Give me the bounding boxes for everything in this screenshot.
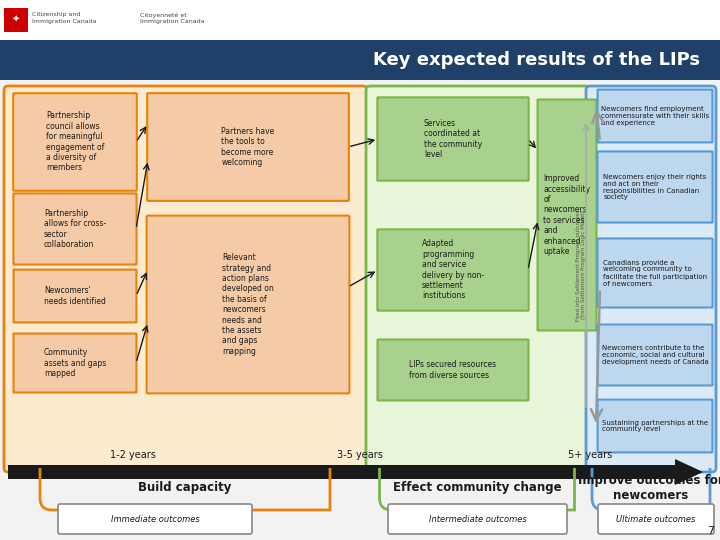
Text: 1-2 years: 1-2 years — [110, 450, 156, 460]
Text: ✦: ✦ — [12, 15, 20, 25]
FancyBboxPatch shape — [598, 504, 714, 534]
Text: Sustaining partnerships at the
community level: Sustaining partnerships at the community… — [602, 420, 708, 433]
FancyBboxPatch shape — [147, 215, 349, 394]
Text: Adapted
programming
and service
delivery by non-
settlement
institutions: Adapted programming and service delivery… — [422, 240, 484, 300]
Text: Newcomers enjoy their rights
and act on their
responsibilities in Canadian
socie: Newcomers enjoy their rights and act on … — [603, 173, 706, 200]
FancyBboxPatch shape — [377, 230, 528, 310]
Text: Services
coordinated at
the community
level: Services coordinated at the community le… — [424, 119, 482, 159]
Text: Partnership
council allows
for meaningful
engagement of
a diversity of
members: Partnership council allows for meaningfu… — [46, 111, 104, 172]
FancyBboxPatch shape — [14, 193, 137, 265]
Text: Build capacity: Build capacity — [138, 482, 232, 495]
Text: Newcomers'
needs identified: Newcomers' needs identified — [44, 286, 106, 306]
Text: Canadians provide a
welcoming community to
facilitate the full participation
of : Canadians provide a welcoming community … — [603, 260, 707, 287]
Text: Ultimate outcomes: Ultimate outcomes — [616, 515, 696, 523]
FancyBboxPatch shape — [388, 504, 567, 534]
Text: Citizenship and
Immigration Canada: Citizenship and Immigration Canada — [32, 12, 96, 24]
FancyBboxPatch shape — [586, 86, 716, 472]
Bar — [4, 8, 28, 32]
FancyBboxPatch shape — [58, 504, 252, 534]
Text: Newcomers contribute to the
economic, social and cultural
development needs of C: Newcomers contribute to the economic, so… — [602, 345, 708, 365]
FancyBboxPatch shape — [598, 151, 713, 222]
Text: 3-5 years: 3-5 years — [337, 450, 383, 460]
Text: Intermediate outcomes: Intermediate outcomes — [428, 515, 526, 523]
FancyBboxPatch shape — [147, 93, 349, 201]
FancyBboxPatch shape — [13, 93, 137, 191]
FancyBboxPatch shape — [14, 334, 137, 393]
Text: Partners have
the tools to
become more
welcoming: Partners have the tools to become more w… — [221, 127, 274, 167]
FancyBboxPatch shape — [598, 239, 713, 308]
Text: Newcomers find employment
commensurate with their skills
and experience: Newcomers find employment commensurate w… — [601, 106, 709, 126]
Text: 7: 7 — [707, 526, 714, 536]
FancyBboxPatch shape — [4, 86, 367, 472]
FancyBboxPatch shape — [14, 269, 136, 322]
Bar — [0, 40, 720, 80]
FancyBboxPatch shape — [598, 90, 712, 143]
FancyArrow shape — [8, 459, 703, 485]
Text: Community
assets and gaps
mapped: Community assets and gaps mapped — [44, 348, 106, 378]
Text: Feed into Settlement Program outcomes
(from Settlement Program Logic Model): Feed into Settlement Program outcomes (f… — [575, 209, 586, 321]
Text: Effect community change: Effect community change — [392, 482, 562, 495]
FancyBboxPatch shape — [598, 325, 713, 386]
Text: Immediate outcomes: Immediate outcomes — [111, 515, 199, 523]
Text: Improved
accessibility
of
newcomers
to services
and
enhanced
uptake: Improved accessibility of newcomers to s… — [544, 174, 590, 256]
Text: 5+ years: 5+ years — [568, 450, 613, 460]
Text: Partnership
allows for cross-
sector
collaboration: Partnership allows for cross- sector col… — [44, 209, 106, 249]
Text: LIPs secured resources
from diverse sources: LIPs secured resources from diverse sour… — [410, 360, 497, 380]
FancyBboxPatch shape — [366, 86, 589, 472]
Text: Relevant
strategy and
action plans
developed on
the basis of
newcomers
needs and: Relevant strategy and action plans devel… — [222, 253, 274, 356]
Text: Citoyenneté et
Immigration Canada: Citoyenneté et Immigration Canada — [140, 12, 204, 24]
FancyBboxPatch shape — [538, 99, 596, 330]
Text: Key expected results of the LIPs: Key expected results of the LIPs — [373, 51, 700, 69]
Text: Improve outcomes for
newcomers: Improve outcomes for newcomers — [578, 474, 720, 502]
FancyBboxPatch shape — [598, 400, 712, 453]
FancyBboxPatch shape — [377, 97, 528, 181]
FancyBboxPatch shape — [377, 340, 528, 401]
Bar — [0, 0, 720, 40]
